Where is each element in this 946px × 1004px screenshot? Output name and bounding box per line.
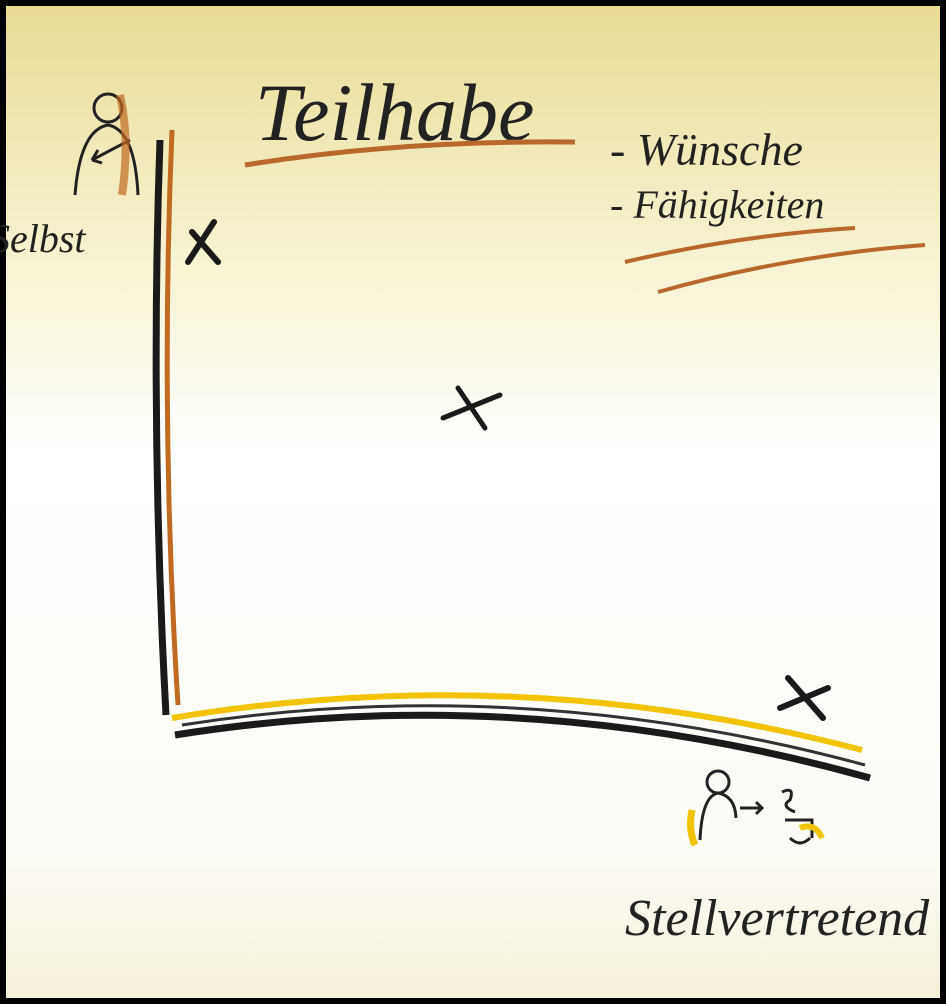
note: - Wünsche bbox=[610, 124, 803, 175]
x-axis-label: Stellvertretend bbox=[625, 890, 930, 947]
note: - Fähigkeiten bbox=[610, 182, 824, 227]
y-axis-label: Selbst bbox=[0, 216, 86, 261]
page: Teilhabe - Wünsche - Fähigkeiten Selbst … bbox=[0, 0, 946, 1004]
flipchart-photo: Teilhabe - Wünsche - Fähigkeiten Selbst … bbox=[0, 0, 946, 1004]
